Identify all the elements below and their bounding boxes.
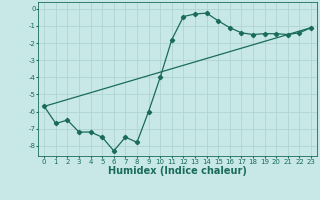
X-axis label: Humidex (Indice chaleur): Humidex (Indice chaleur)	[108, 166, 247, 176]
